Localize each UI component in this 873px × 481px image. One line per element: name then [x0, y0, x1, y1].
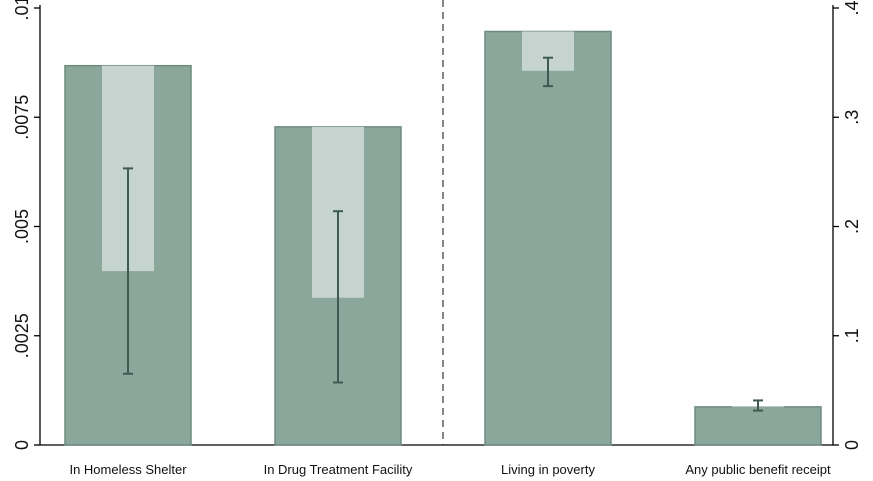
left-axis-tick-label: 0	[12, 440, 32, 450]
right-axis-tick-label: .3	[842, 110, 862, 125]
left-axis-tick-label: .0025	[12, 313, 32, 358]
category-label: Any public benefit receipt	[685, 462, 831, 477]
right-axis-tick-label: .2	[842, 219, 862, 234]
chart-labels: 0 .0025 .005 .0075 .01 0 .1 .2 .3 .4 In Homeless S…	[12, 0, 862, 477]
category-label: In Homeless Shelter	[69, 462, 187, 477]
bar-outer	[694, 406, 822, 446]
category-label: Living in poverty	[501, 462, 595, 477]
chart-bars	[64, 30, 822, 446]
right-axis-tick-label: .4	[842, 0, 862, 15]
right-axis-tick-label: 0	[842, 440, 862, 450]
right-axis-tick-label: .1	[842, 328, 862, 343]
left-axis-tick-label: .0075	[12, 95, 32, 140]
left-axis-tick-label: .005	[12, 209, 32, 244]
category-label: In Drug Treatment Facility	[264, 462, 413, 477]
bar-outer	[484, 30, 612, 446]
left-axis-tick-label: .01	[12, 0, 32, 21]
